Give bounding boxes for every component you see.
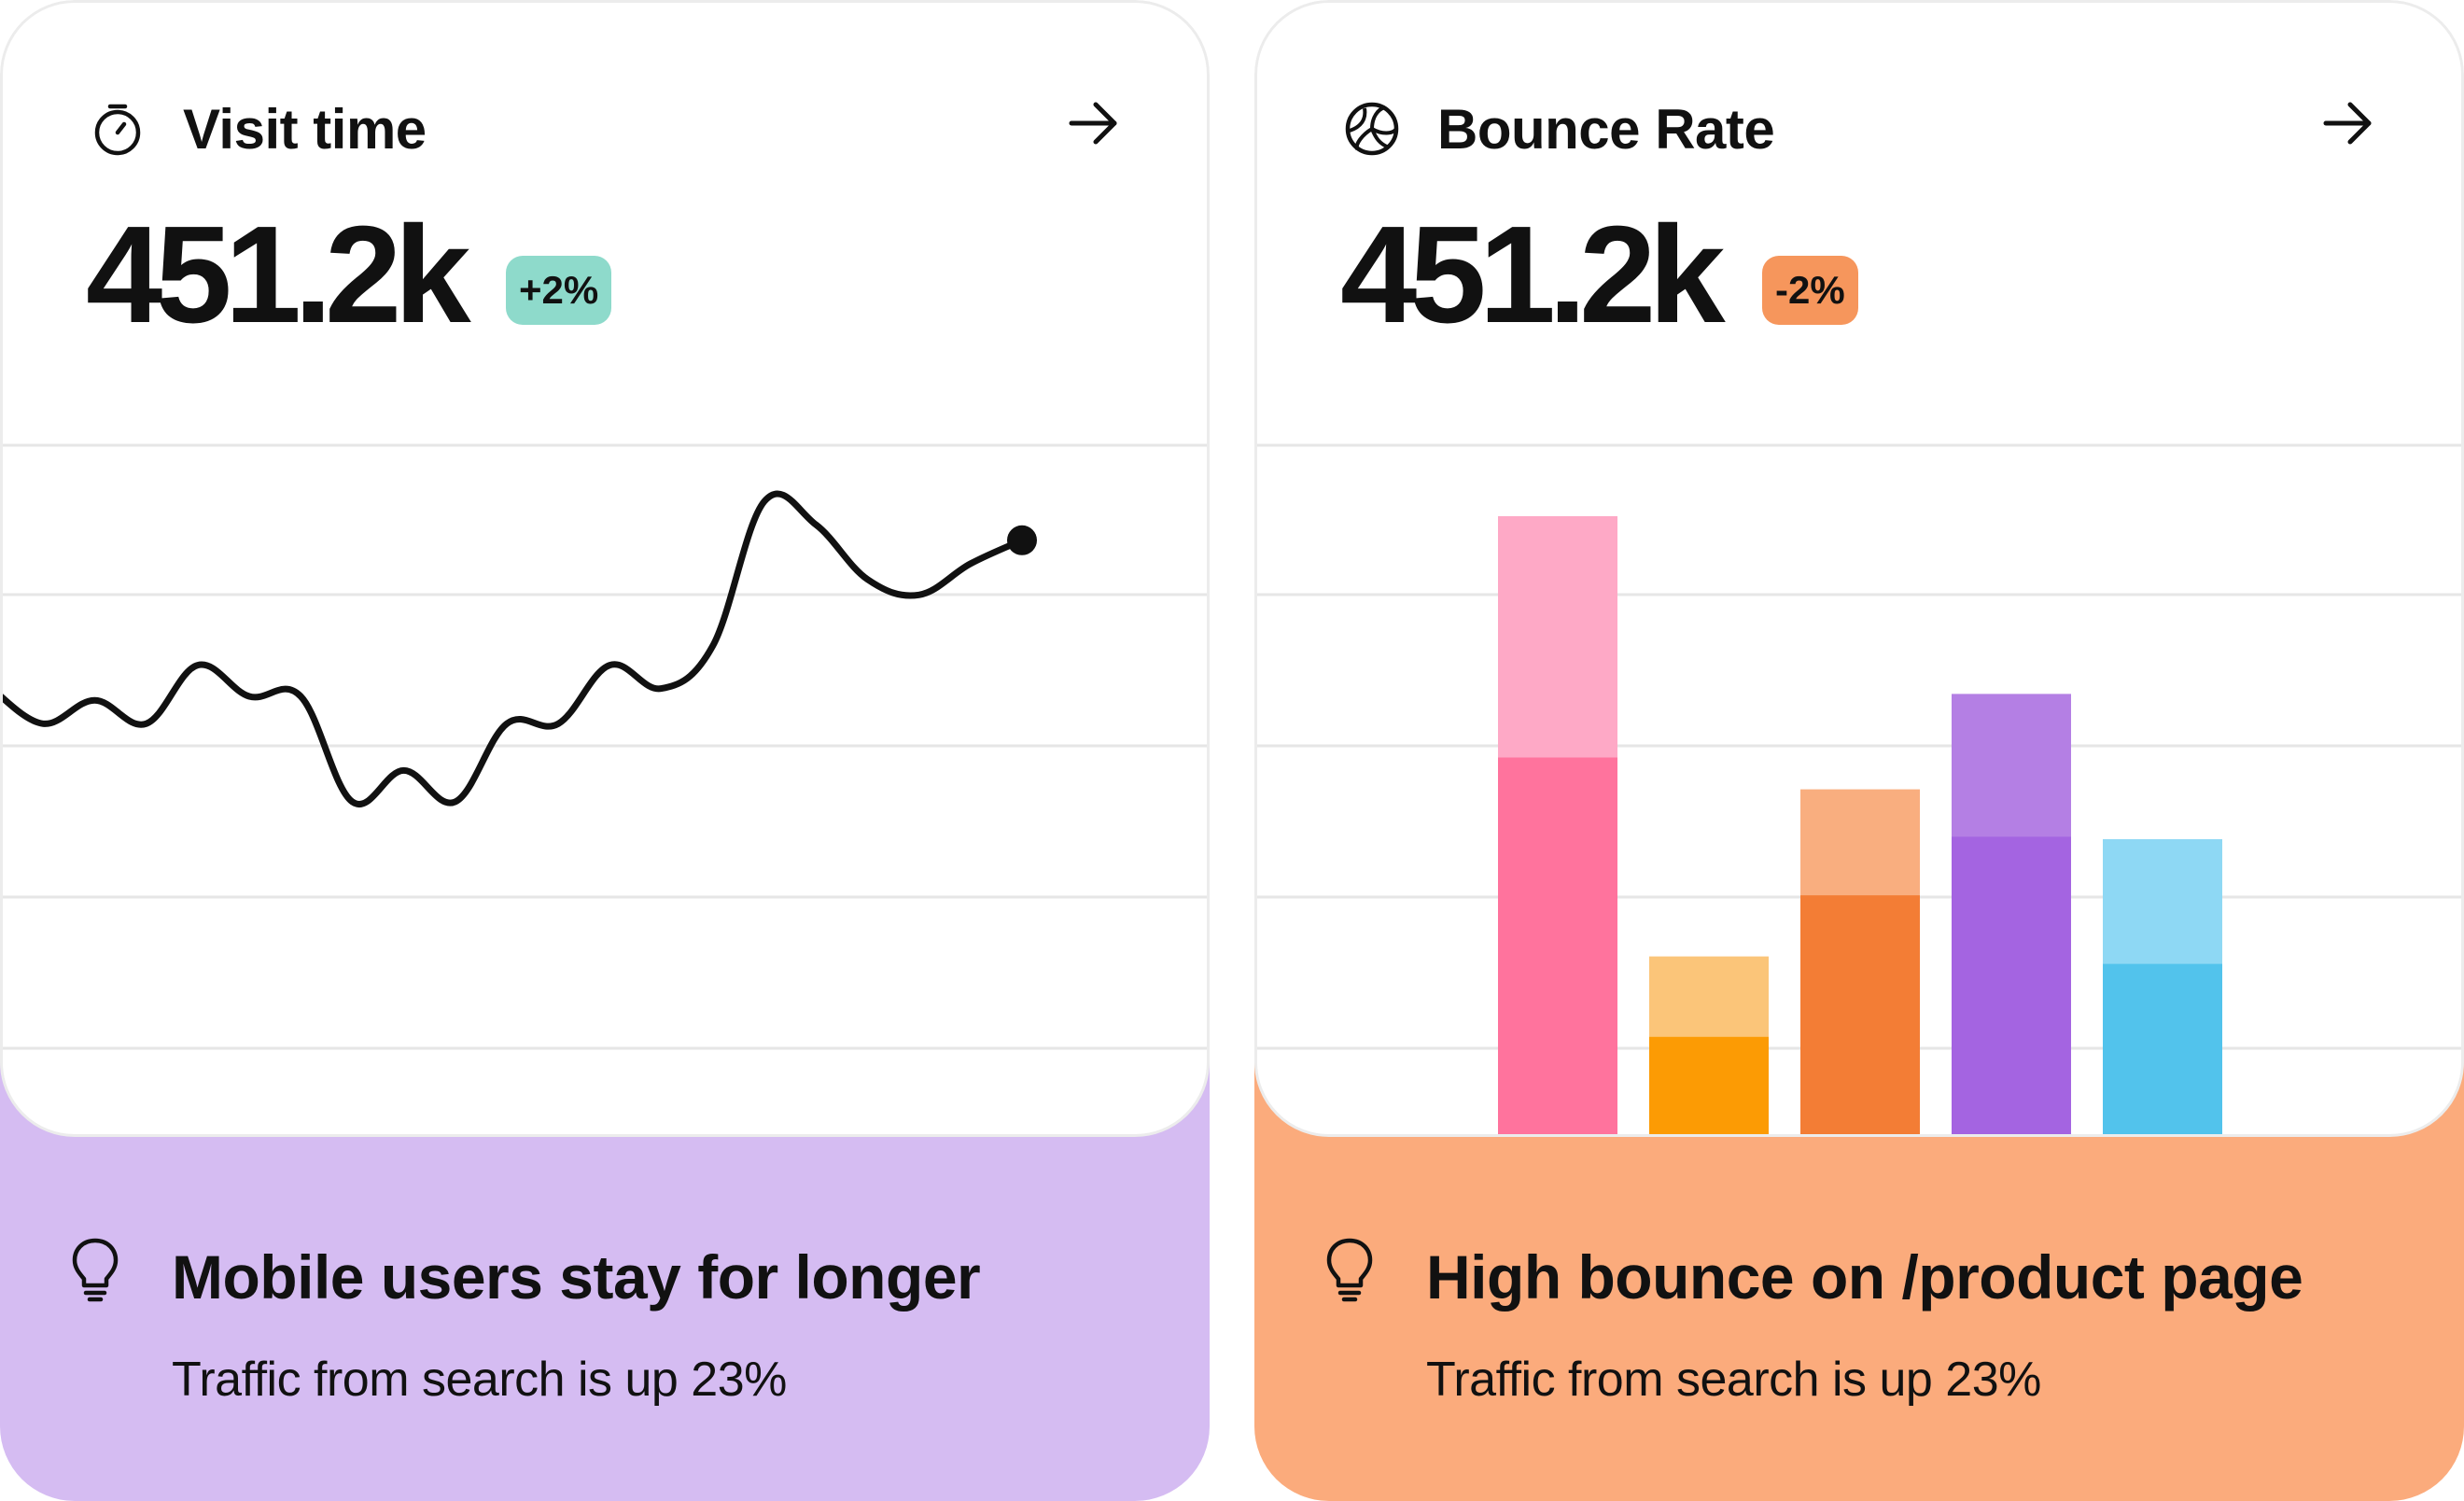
insight-subtitle: Traffic from search is up 23% xyxy=(172,1353,787,1407)
visit-time-card: Visit time 451.2k +2% Mobile users stay … xyxy=(0,0,1210,1501)
bar-segment xyxy=(1952,836,2071,1134)
metric-panel xyxy=(0,0,1210,1137)
bar-segment xyxy=(2103,963,2222,1134)
bar-segment xyxy=(1649,1036,1769,1134)
metric-title: Visit time xyxy=(183,97,427,161)
line-end-point xyxy=(1007,525,1037,555)
delta-badge: -2% xyxy=(1762,256,1858,325)
insight-title: High bounce on /product page xyxy=(1426,1242,2303,1312)
arrow-right-icon[interactable] xyxy=(2318,93,2378,153)
bar-segment xyxy=(1498,757,1617,1134)
metric-value: 451.2k xyxy=(1340,198,1726,352)
metric-title: Bounce Rate xyxy=(1437,97,1775,161)
bar-segment xyxy=(1800,895,1920,1134)
bounce-rate-bar-chart xyxy=(1257,443,2461,1134)
lightbulb-icon xyxy=(72,1238,119,1302)
bounce-rate-card: Bounce Rate 451.2k -2% High bounce on /p… xyxy=(1254,0,2464,1501)
metric-panel xyxy=(1254,0,2464,1137)
series-line xyxy=(3,490,1026,807)
arrow-right-icon[interactable] xyxy=(1064,93,1124,153)
insight-title: Mobile users stay for longer xyxy=(172,1242,981,1312)
visit-time-line-chart xyxy=(3,443,1207,1050)
insight-subtitle: Traffic from search is up 23% xyxy=(1426,1353,2041,1407)
metric-value: 451.2k xyxy=(86,198,471,352)
lightbulb-icon xyxy=(1326,1238,1373,1302)
stopwatch-icon xyxy=(94,104,141,156)
card-header: Bounce Rate xyxy=(1344,91,1775,166)
delta-badge: +2% xyxy=(506,256,612,325)
volleyball-icon xyxy=(1345,102,1399,156)
card-header: Visit time xyxy=(90,91,427,166)
